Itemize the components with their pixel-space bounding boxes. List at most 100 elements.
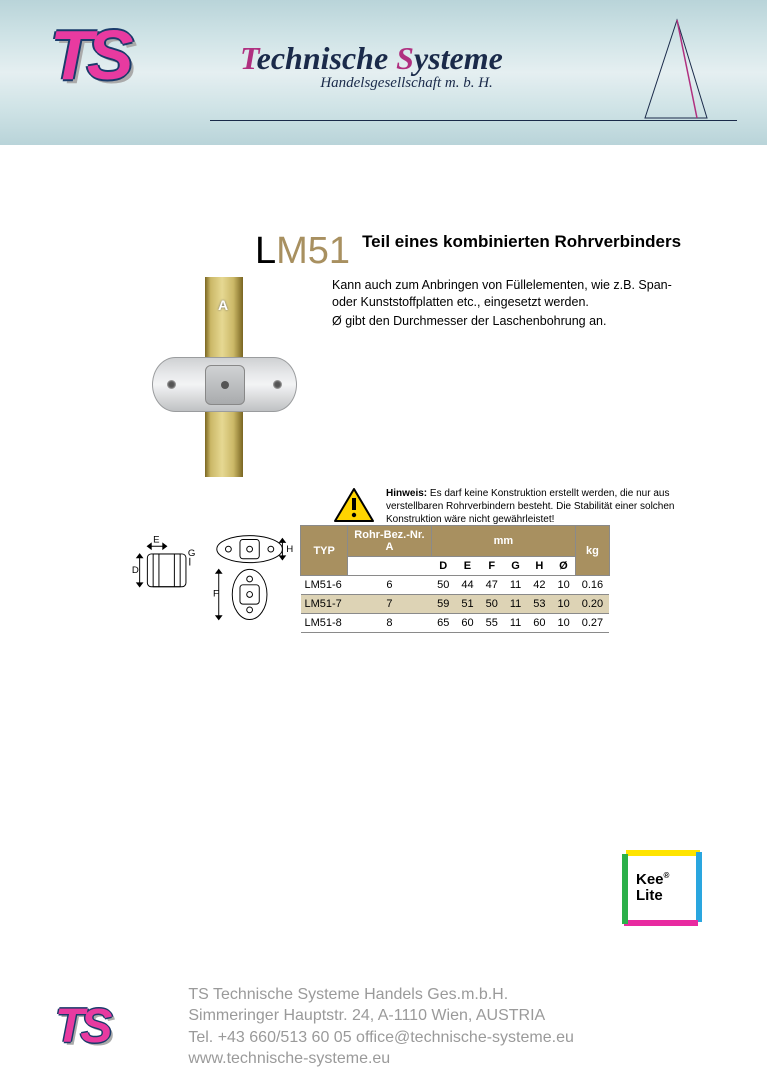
th-kg: kg [576,526,609,576]
th-col-g: G [504,557,527,576]
keelite-frame-left [622,854,628,924]
product-block: LM51 Teil eines kombinierten Rohrverbind… [130,230,700,547]
dimension-drawings: E D G [130,525,300,633]
brand-logo-bottom: TS [55,999,108,1054]
cell-h: 53 [527,595,551,614]
cell-f: 50 [480,595,504,614]
cell-e: 44 [455,576,479,595]
cell-d: 50 [431,576,455,595]
header-subtitle: Handelsgesellschaft m. b. H. [240,75,493,92]
product-title: Teil eines kombinierten Rohrverbinders [362,232,681,252]
spec-table-body: LM51-6 6 50 44 47 11 42 10 0.16 LM51-7 7… [301,576,610,633]
warning-triangle-icon [333,487,375,523]
cell-g: 11 [504,614,527,633]
cell-g: 11 [504,576,527,595]
cell-d: 59 [431,595,455,614]
product-code-main: M51 [276,230,350,272]
cell-h: 60 [527,614,551,633]
cell-h: 42 [527,576,551,595]
header-title-part2: ysteme [414,40,503,76]
keelite-line1: Kee [636,871,664,888]
warning-note-heading: Hinweis: [386,488,427,499]
header-rule [210,120,737,121]
keelite-frame-right [696,852,702,922]
cell-f: 47 [480,576,504,595]
product-code: LM51 [255,230,350,273]
cell-typ: LM51-7 [301,595,348,614]
page-footer: TS TS Technische Systeme Handels Ges.m.b… [0,984,767,1070]
product-code-prefix: L [255,230,276,272]
footer-line2: Simmeringer Hauptstr. 24, A-1110 Wien, A… [188,1005,574,1027]
table-row: LM51-6 6 50 44 47 11 42 10 0.16 [301,576,610,595]
dim-label-f: F [213,588,219,599]
cell-typ: LM51-6 [301,576,348,595]
keelite-reg: ® [664,871,670,880]
th-col-h: H [527,557,551,576]
product-body-p1: Kann auch zum Anbringen von Füllelemente… [332,277,700,311]
th-a-blank [348,557,431,576]
th-typ: TYP [301,526,348,576]
dim-label-e: E [153,534,159,545]
connector-center [205,365,245,405]
product-illustration: A [130,277,320,477]
footer-line1: TS Technische Systeme Handels Ges.m.b.H. [188,984,574,1006]
warning-note-body: Es darf keine Konstruktion erstellt werd… [386,488,675,525]
cell-g: 11 [504,595,527,614]
cell-a: 6 [348,576,431,595]
product-description: Kann auch zum Anbringen von Füllelemente… [332,277,700,477]
dim-label-h: H [286,544,293,555]
cell-o: 10 [552,576,576,595]
keelite-line2: Lite [636,887,663,904]
warning-note-text: Hinweis: Es darf keine Konstruktion erst… [386,487,700,526]
footer-line4: www.technische-systeme.eu [188,1048,574,1070]
header-title-wrap: Technische Systeme Handelsgesellschaft m… [240,40,503,92]
spec-table: TYP Rohr-Bez.-Nr. A mm kg D E F G H Ø LM… [300,525,610,633]
spec-table-header-row1: TYP Rohr-Bez.-Nr. A mm kg [301,526,610,557]
cell-kg: 0.27 [576,614,609,633]
dim-label-g: G [188,548,196,559]
cell-e: 60 [455,614,479,633]
th-col-e: E [455,557,479,576]
cell-o: 10 [552,614,576,633]
brand-logo-top: TS [50,15,127,95]
header-banner: TS Technische Systeme Handelsgesellschaf… [0,0,767,145]
table-row: LM51-8 8 65 60 55 11 60 10 0.27 [301,614,610,633]
cell-e: 51 [455,595,479,614]
product-body-p2: Ø gibt den Durchmesser der Laschenbohrun… [332,313,700,330]
footer-line3: Tel. +43 660/513 60 05 office@technische… [188,1027,574,1049]
header-title-part1: echnische [257,40,397,76]
th-rohr-sub: A [385,541,393,553]
dim-label-d: D [132,565,139,576]
cell-d: 65 [431,614,455,633]
cell-a: 7 [348,595,431,614]
th-rohr-text: Rohr-Bez.-Nr. [354,529,424,541]
cell-kg: 0.20 [576,595,609,614]
connector-eye-right [273,380,282,389]
footer-text: TS Technische Systeme Handels Ges.m.b.H.… [188,984,574,1070]
header-title-accent1: T [240,40,257,76]
cell-kg: 0.16 [576,576,609,595]
specs-row: E D G [130,525,610,633]
cell-a: 8 [348,614,431,633]
product-code-row: LM51 Teil eines kombinierten Rohrverbind… [255,230,700,273]
th-col-f: F [480,557,504,576]
keelite-frame-top [626,850,700,856]
keelite-text: Kee® Lite [636,872,669,904]
table-row: LM51-7 7 59 51 50 11 53 10 0.20 [301,595,610,614]
th-rohr: Rohr-Bez.-Nr. A [348,526,431,557]
pipe-label-a: A [218,297,228,313]
header-title-accent2: S [396,40,414,76]
keelite-badge: Kee® Lite [622,850,702,926]
cell-typ: LM51-8 [301,614,348,633]
th-col-d: D [431,557,455,576]
product-columns: A Kann auch zum Anbringen von Füllelemen… [130,277,700,477]
th-col-o: Ø [552,557,576,576]
header-title: Technische Systeme [240,40,503,77]
cell-f: 55 [480,614,504,633]
header-triangle-graphic [637,18,717,120]
th-mm: mm [431,526,576,557]
keelite-frame-bottom [624,920,698,926]
connector-graphic [152,357,297,412]
connector-eye-left [167,380,176,389]
cell-o: 10 [552,595,576,614]
